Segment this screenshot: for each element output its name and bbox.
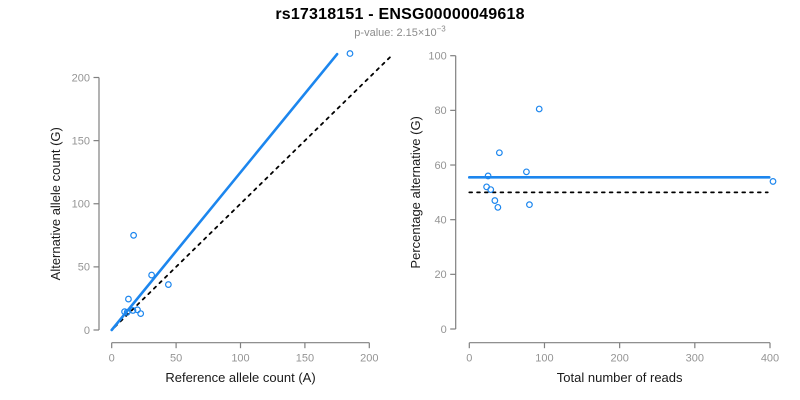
y-axis-tick-label: 60: [434, 160, 446, 172]
data-point: [494, 203, 502, 211]
y-axis-tick-label: 100: [72, 199, 90, 211]
x-axis-tick-label: 400: [761, 353, 779, 365]
left-scatter-panel: 0 50 100 150 200 0 50 100 150 200 Reference allele…: [48, 50, 391, 385]
y-axis-tick-label: 50: [78, 262, 90, 274]
y-axis-tick-label: 80: [434, 105, 446, 117]
y-axis-tick-label: 0: [441, 324, 447, 336]
x-axis-title: Reference allele count (A): [165, 370, 315, 385]
y-axis-title: Alternative allele count (G): [48, 127, 63, 280]
data-point: [148, 271, 156, 279]
x-axis-tick-label: 50: [170, 353, 182, 365]
data-point: [526, 201, 533, 209]
pvalue-text: p-value: 2.15×10: [354, 27, 437, 39]
figure-subtitle: p-value: 2.15×10−3: [0, 24, 800, 39]
x-axis-tick-label: 200: [360, 353, 378, 365]
x-axis-tick-label: 100: [535, 353, 553, 365]
x-axis-tick-label: 200: [610, 353, 628, 365]
data-point: [346, 50, 354, 57]
data-point: [129, 307, 137, 314]
x-axis-tick-label: 0: [109, 353, 115, 365]
data-point: [491, 197, 499, 204]
x-axis-title: Total number of reads: [557, 370, 683, 385]
data-point: [535, 105, 543, 113]
y-axis-tick-label: 200: [72, 72, 90, 84]
data-point: [164, 281, 172, 288]
identity-line: [114, 56, 391, 328]
y-axis-tick-label: 150: [72, 135, 90, 147]
fit-line: [110, 52, 339, 332]
data-point: [125, 295, 132, 303]
figure-title: rs17318151 - ENSG00000049618: [275, 6, 525, 23]
data-point: [487, 186, 495, 194]
x-axis-tick-label: 300: [686, 353, 704, 365]
x-axis-tick-label: 100: [231, 353, 249, 365]
y-axis-tick-label: 20: [434, 269, 446, 281]
y-axis-tick-label: 100: [428, 51, 446, 63]
pvalue-exponent: −3: [436, 24, 446, 34]
right-scatter-panel: 0 20 40 60 80 100 0 100 200 300 400 Total number of…: [408, 51, 779, 386]
y-axis-tick-label: 0: [84, 325, 90, 337]
data-point: [495, 149, 503, 157]
data-point: [130, 231, 137, 239]
data-point: [484, 172, 492, 180]
data-point: [523, 168, 530, 176]
x-axis-tick-label: 150: [296, 353, 314, 365]
y-axis-title: Percentage alternative (G): [408, 116, 423, 268]
y-axis-tick-label: 40: [434, 214, 446, 226]
data-point: [769, 178, 777, 185]
data-point: [123, 308, 131, 316]
x-axis-tick-label: 0: [466, 353, 472, 365]
data-point: [137, 310, 145, 317]
